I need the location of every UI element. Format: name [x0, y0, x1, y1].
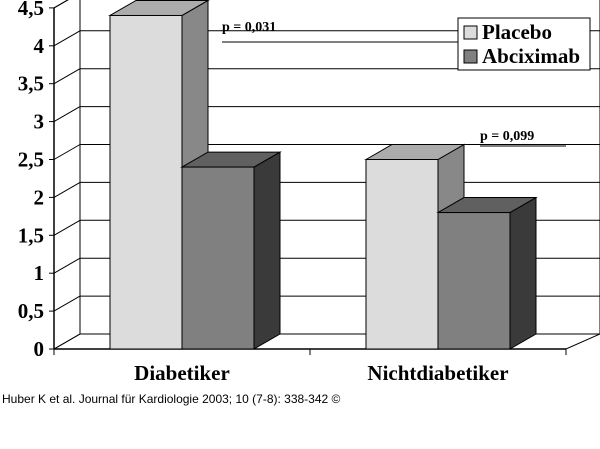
- gridline-side: [53, 106, 81, 123]
- y-tick-label: 3,5: [18, 72, 44, 96]
- y-tick-label: 1: [34, 261, 45, 285]
- y-tick-label: 1,5: [18, 223, 44, 247]
- bar-diabetiker-abciximab: [180, 151, 282, 350]
- gridline-side: [53, 295, 81, 312]
- gridline-side: [53, 257, 81, 274]
- y-tick-label: 0,5: [18, 299, 44, 323]
- gridline-side: [53, 219, 81, 236]
- p-value-label: p = 0,099: [480, 129, 534, 144]
- y-tick-label: 2: [34, 185, 45, 209]
- y-tick-label: 4: [34, 34, 45, 58]
- bar-front: [437, 212, 511, 350]
- gridline-side: [53, 68, 81, 85]
- bar-front: [365, 159, 439, 350]
- gridline-side: [53, 30, 81, 47]
- bar-nichtdiabetiker-abciximab: [436, 196, 538, 350]
- y-tick-label: 3: [34, 110, 45, 134]
- p-value-label: p = 0,031: [222, 20, 276, 35]
- y-tick-label: 2,5: [18, 148, 44, 172]
- legend-swatch: [463, 49, 478, 64]
- tick-labels: 0 0,5 1 1,5 2 2,5 3 3,5 4 4,5 Diabetiker Nichtdiabe…: [18, 0, 509, 385]
- x-category-label: Nichtdiabetiker: [367, 361, 508, 385]
- bar-front: [109, 14, 183, 350]
- bar-side: [253, 151, 281, 350]
- bar-diabetiker-placebo: [108, 0, 210, 350]
- annotations: p = 0,031 p = 0,099: [222, 20, 566, 147]
- bars: [108, 0, 538, 350]
- gridline-side: [53, 333, 81, 350]
- bar-side: [509, 196, 537, 350]
- y-tick-label: 4,5: [18, 0, 44, 20]
- bar-front: [181, 166, 255, 350]
- gridline-side: [53, 181, 81, 198]
- y-tick-label: 0: [34, 337, 45, 361]
- legend-label: Placebo: [482, 20, 552, 44]
- gridline-side: [53, 0, 69, 9]
- legend-box: [457, 17, 591, 71]
- citation: Huber K et al. Journal für Kardiologie 2…: [2, 392, 341, 406]
- side-wall: [53, 0, 81, 350]
- bar-chart: 0 0,5 1 1,5 2 2,5 3 3,5 4 4,5 Diabetiker Nichtdiabe…: [18, 0, 600, 385]
- gridline-side: [53, 144, 81, 160]
- x-category-label: Diabetiker: [134, 361, 230, 385]
- legend-swatch: [463, 25, 478, 40]
- legend-label: Abciximab: [482, 44, 580, 68]
